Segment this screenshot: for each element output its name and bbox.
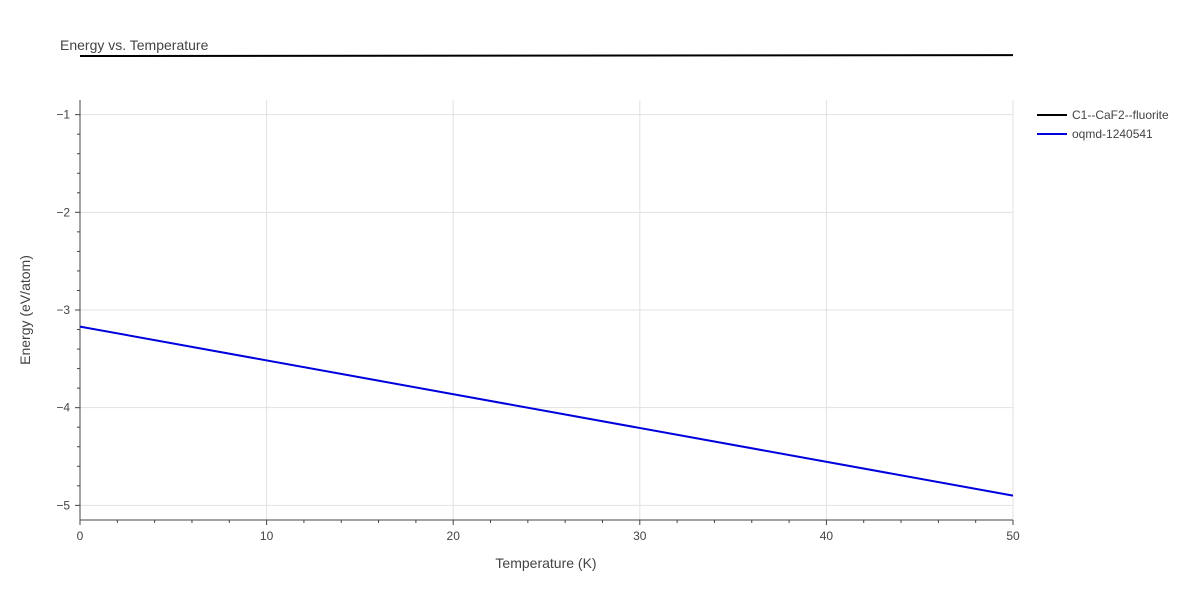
- x-tick-label: 40: [820, 529, 834, 543]
- series-lines: [79, 54, 1014, 497]
- legend-label: oqmd-1240541: [1072, 127, 1153, 141]
- y-axis-label: Energy (eV/atom): [17, 255, 33, 365]
- grid: [80, 100, 1014, 520]
- y-tick-label: −5: [56, 498, 70, 512]
- series-line-2: [79, 325, 1014, 497]
- y-tick-label: −1: [56, 108, 70, 122]
- legend[interactable]: C1--CaF2--fluorite oqmd-1240541: [1037, 108, 1169, 141]
- series-line-1: [79, 54, 1014, 57]
- legend-item[interactable]: oqmd-1240541: [1037, 127, 1153, 141]
- y-tick-label: −2: [56, 205, 70, 219]
- legend-label: C1--CaF2--fluorite: [1072, 108, 1169, 122]
- axes: 0 10 20 30 40 50 −1 −2 −3 −4 −5: [56, 100, 1020, 543]
- x-tick-label: 50: [1006, 529, 1020, 543]
- chart-title: Energy vs. Temperature: [60, 37, 209, 53]
- y-tick-label: −4: [56, 401, 70, 415]
- x-tick-label: 10: [260, 529, 274, 543]
- x-tick-label: 30: [633, 529, 647, 543]
- x-tick-label: 0: [77, 529, 84, 543]
- x-axis-label: Temperature (K): [495, 555, 596, 571]
- legend-item[interactable]: C1--CaF2--fluorite: [1037, 108, 1169, 122]
- x-tick-label: 20: [447, 529, 461, 543]
- y-tick-label: −3: [56, 303, 70, 317]
